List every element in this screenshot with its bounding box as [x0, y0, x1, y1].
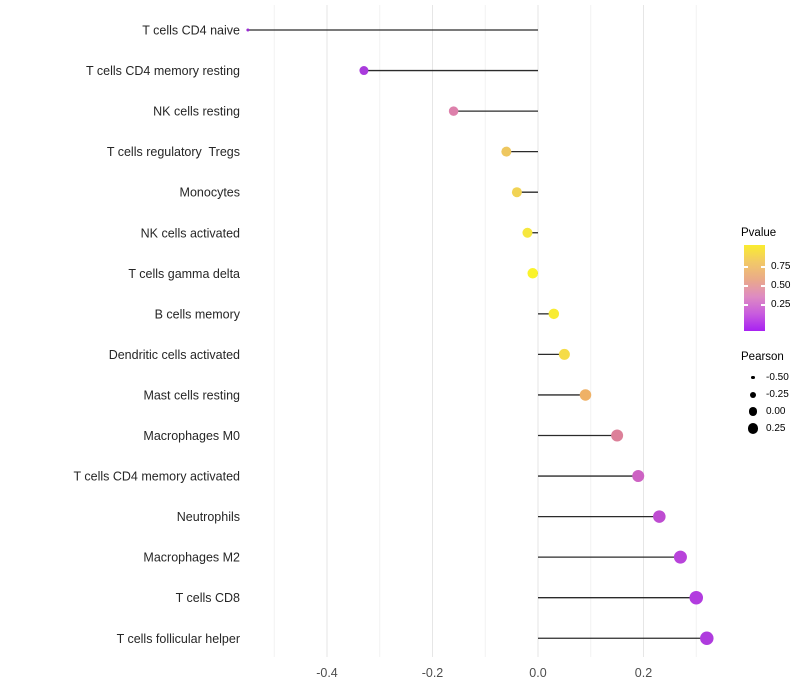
pearson-key-label: 0.25 [766, 422, 786, 434]
pvalue-colorbar [744, 245, 765, 331]
category-label: Monocytes [180, 186, 240, 200]
lollipop-dot [673, 550, 687, 564]
category-label: T cells CD4 naive [142, 24, 240, 38]
category-label: Mast cells resting [143, 388, 240, 402]
lollipop-dot [611, 429, 624, 442]
pvalue-tick-label: 0.50 [771, 280, 791, 291]
lollipop-dot [632, 470, 645, 483]
lollipop-dot [246, 28, 250, 32]
pearson-key-label: -0.25 [766, 388, 789, 400]
category-label: NK cells activated [141, 226, 240, 240]
lollipop-dot [689, 590, 703, 605]
lollipop-dot [558, 348, 570, 360]
pvalue-tick-label: 0.25 [771, 299, 791, 310]
lollipop-dot [579, 389, 592, 401]
colorbar-tick [761, 304, 765, 306]
category-label: T cells CD4 memory activated [74, 470, 241, 484]
colorbar-tick [744, 285, 748, 287]
pearson-legend-title: Pearson [741, 351, 784, 363]
x-tick-label: 0.0 [529, 666, 546, 680]
pearson-size-key [748, 407, 758, 416]
pearson-key-label: 0.00 [766, 405, 786, 417]
pearson-size-key [751, 375, 755, 380]
category-label: T cells regulatory Tregs [107, 145, 240, 159]
category-label: T cells gamma delta [128, 267, 240, 281]
category-label: B cells memory [155, 307, 241, 321]
category-label: Neutrophils [177, 510, 240, 524]
category-label: T cells CD8 [176, 591, 240, 605]
colorbar-tick [744, 304, 748, 306]
lollipop-dot [359, 66, 369, 76]
category-label: Macrophages M0 [143, 429, 240, 443]
pearson-size-key [750, 391, 756, 398]
category-label: T cells follicular helper [117, 632, 240, 646]
x-tick-label: -0.2 [422, 666, 444, 680]
colorbar-tick [744, 266, 748, 268]
lollipop-dot [448, 106, 459, 116]
pvalue-tick-label: 0.75 [771, 261, 791, 272]
category-label: Macrophages M2 [143, 551, 240, 565]
category-label: Dendritic cells activated [109, 348, 240, 362]
colorbar-tick [761, 285, 765, 287]
lollipop-dot [511, 187, 522, 198]
lollipop-dot [501, 146, 512, 157]
colorbar-tick [761, 266, 765, 268]
category-label: NK cells resting [153, 105, 240, 119]
x-tick-label: -0.4 [316, 666, 338, 680]
lollipop-dot [548, 308, 560, 320]
lollipop-dot [522, 227, 533, 238]
pearson-size-key [747, 423, 759, 434]
pvalue-legend-title: Pvalue [741, 227, 777, 239]
x-tick-label: 0.2 [635, 666, 652, 680]
lollipop-dot [700, 631, 714, 645]
pearson-key-label: -0.50 [766, 371, 789, 383]
lollipop-dot [527, 268, 538, 279]
category-label: T cells CD4 memory resting [86, 64, 240, 78]
lollipop-dot [653, 510, 666, 523]
